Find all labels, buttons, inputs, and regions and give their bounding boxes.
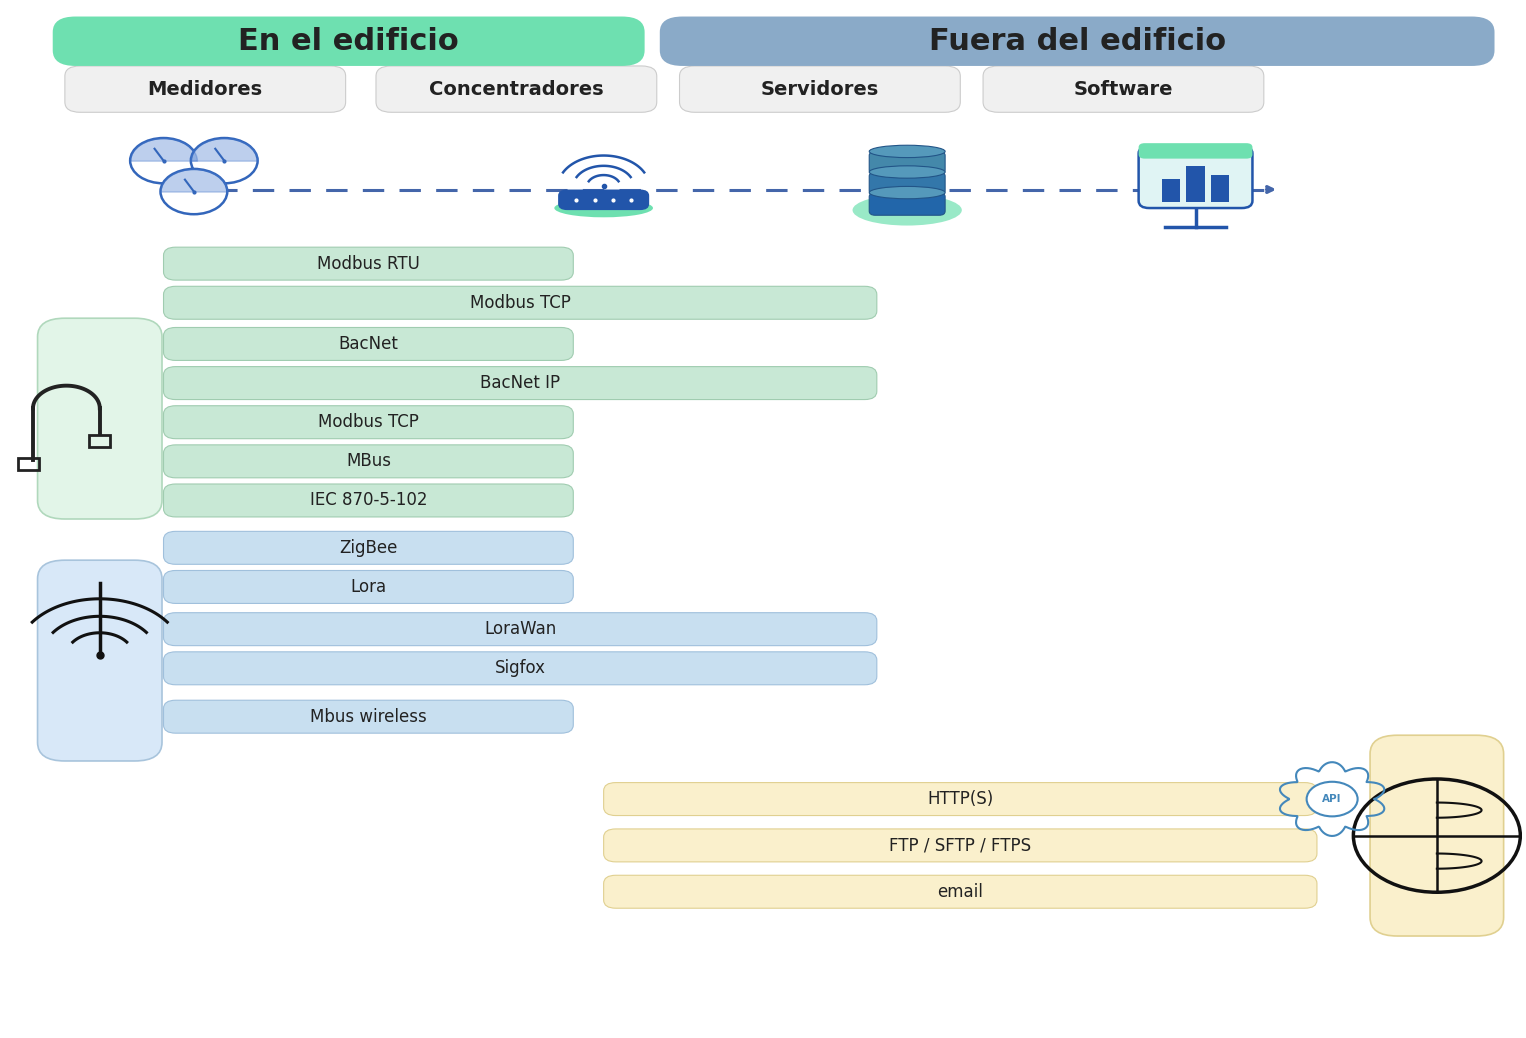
FancyBboxPatch shape [66, 66, 346, 112]
FancyBboxPatch shape [163, 701, 574, 733]
FancyBboxPatch shape [604, 783, 1317, 816]
FancyBboxPatch shape [679, 66, 960, 112]
FancyBboxPatch shape [1138, 143, 1253, 159]
Bar [1163, 180, 1180, 201]
Text: email: email [937, 882, 983, 901]
FancyBboxPatch shape [38, 319, 162, 519]
Text: Mbus wireless: Mbus wireless [310, 708, 427, 726]
FancyBboxPatch shape [983, 66, 1264, 112]
Text: Medidores: Medidores [148, 80, 262, 99]
FancyBboxPatch shape [375, 66, 656, 112]
Ellipse shape [870, 187, 945, 198]
Text: BacNet IP: BacNet IP [481, 374, 560, 392]
Bar [1210, 175, 1228, 201]
FancyBboxPatch shape [604, 829, 1317, 862]
Text: Sigfox: Sigfox [494, 659, 546, 678]
Circle shape [1306, 782, 1358, 816]
FancyBboxPatch shape [163, 406, 574, 439]
Text: Fuera del edificio: Fuera del edificio [929, 27, 1225, 56]
FancyBboxPatch shape [163, 366, 877, 400]
FancyBboxPatch shape [1370, 735, 1503, 936]
FancyBboxPatch shape [604, 875, 1317, 908]
FancyBboxPatch shape [1138, 146, 1253, 208]
Text: En el edificio: En el edificio [238, 27, 459, 56]
FancyBboxPatch shape [163, 571, 574, 603]
Text: Concentradores: Concentradores [429, 80, 604, 99]
Text: IEC 870-5-102: IEC 870-5-102 [310, 491, 427, 510]
Text: Modbus RTU: Modbus RTU [317, 254, 420, 273]
Ellipse shape [870, 145, 945, 158]
FancyBboxPatch shape [163, 247, 574, 280]
FancyBboxPatch shape [163, 531, 574, 565]
Text: Servidores: Servidores [761, 80, 879, 99]
Text: BacNet: BacNet [339, 335, 398, 353]
FancyBboxPatch shape [163, 612, 877, 646]
Text: LoraWan: LoraWan [484, 620, 557, 638]
FancyBboxPatch shape [163, 286, 877, 320]
Bar [1186, 166, 1204, 201]
FancyBboxPatch shape [163, 327, 574, 360]
FancyBboxPatch shape [53, 17, 644, 66]
Text: Lora: Lora [351, 578, 386, 596]
Text: Modbus TCP: Modbus TCP [317, 413, 418, 431]
Text: FTP / SFTP / FTPS: FTP / SFTP / FTPS [890, 837, 1032, 854]
FancyBboxPatch shape [163, 484, 574, 517]
FancyBboxPatch shape [38, 561, 162, 761]
Circle shape [191, 138, 258, 184]
FancyBboxPatch shape [870, 152, 945, 174]
Bar [18, 458, 40, 470]
Text: HTTP(S): HTTP(S) [928, 790, 993, 808]
Text: MBus: MBus [346, 453, 391, 470]
FancyBboxPatch shape [163, 445, 574, 477]
FancyBboxPatch shape [870, 193, 945, 215]
FancyBboxPatch shape [163, 652, 877, 685]
Ellipse shape [554, 198, 653, 217]
Ellipse shape [870, 166, 945, 179]
Text: Modbus TCP: Modbus TCP [470, 294, 571, 311]
Bar [89, 435, 110, 447]
Circle shape [130, 138, 197, 184]
Text: API: API [1323, 794, 1341, 804]
FancyBboxPatch shape [870, 172, 945, 195]
FancyBboxPatch shape [659, 17, 1494, 66]
Text: ZigBee: ZigBee [339, 539, 398, 556]
FancyBboxPatch shape [559, 190, 649, 210]
Ellipse shape [853, 195, 961, 225]
Text: Software: Software [1074, 80, 1173, 99]
Circle shape [160, 169, 227, 214]
